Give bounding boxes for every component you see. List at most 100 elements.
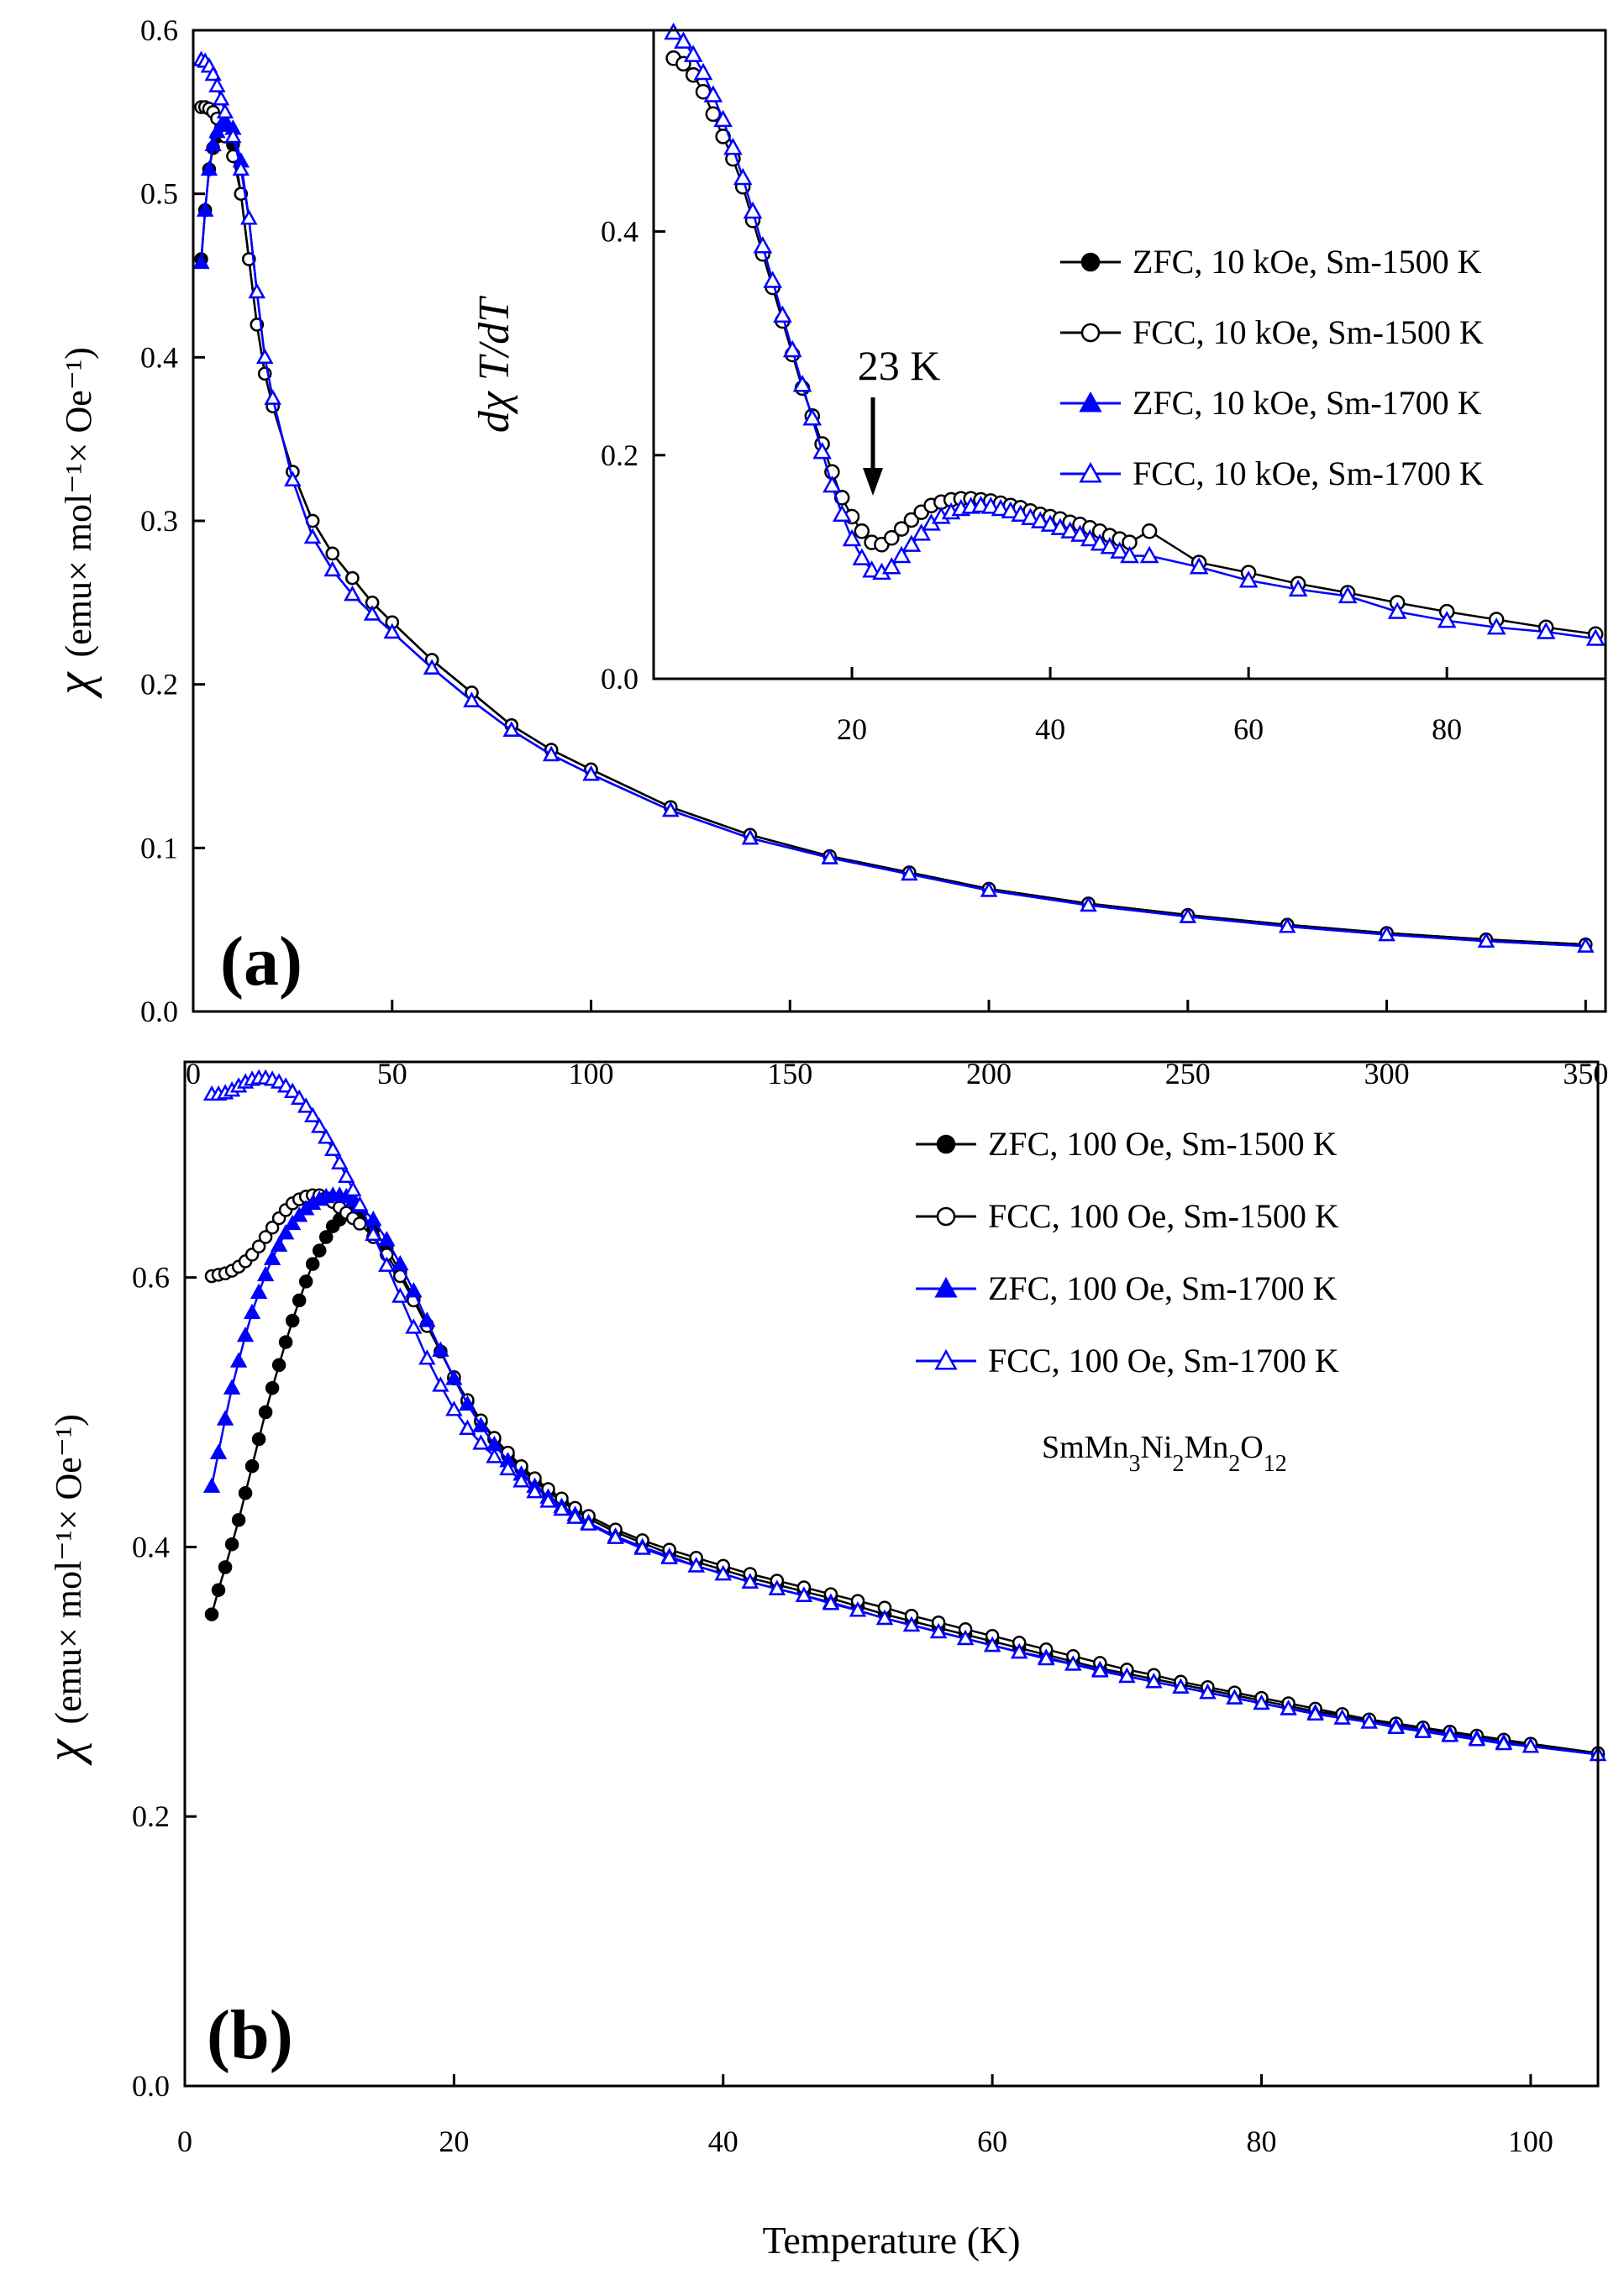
y-tick-label: 0.3 <box>140 504 178 538</box>
data-point <box>224 1537 239 1552</box>
data-point <box>223 1379 241 1395</box>
data-point <box>204 65 222 81</box>
data-point <box>305 1257 320 1271</box>
data-point <box>512 1472 530 1488</box>
data-point <box>773 305 792 323</box>
y-tick-label: 0.5 <box>140 177 178 211</box>
data-point <box>1021 507 1040 525</box>
data-point <box>884 530 900 546</box>
data-point <box>1091 1662 1109 1678</box>
data-point <box>763 271 782 288</box>
panel-b: 0 20 40 60 80 100 0.00.20.40.6 (b) ZFC, 100 O… <box>36 1060 1607 2262</box>
x-tick-label: 0 <box>177 2125 192 2158</box>
data-point <box>842 528 862 547</box>
formula-subscript: 2 <box>1228 1451 1240 1477</box>
legend-item: ZFC, 10 kOe, Sm-1500 K <box>1060 243 1482 281</box>
data-point <box>1338 586 1358 604</box>
data-point <box>284 470 302 487</box>
series-1 <box>204 1188 1606 1761</box>
data-point <box>1414 1722 1432 1738</box>
panel-a-series <box>192 50 1595 953</box>
data-point <box>741 829 759 845</box>
data-point <box>1253 1694 1270 1710</box>
legend-item: ZFC, 10 kOe, Sm-1700 K <box>1060 384 1482 422</box>
legend-label: ZFC, 10 kOe, Sm-1700 K <box>1133 384 1482 422</box>
y-tick-label: 0.4 <box>601 215 639 249</box>
data-point <box>392 1254 409 1271</box>
data-point <box>378 1231 396 1247</box>
legend-label: ZFC, 100 Oe, Sm-1700 K <box>988 1269 1338 1307</box>
data-point <box>423 659 441 675</box>
data-point <box>445 1369 463 1385</box>
data-point <box>344 585 361 602</box>
panel-a-x-axis: 0 50 100 150 200 250 300 350 <box>186 1000 1608 1090</box>
data-point <box>714 1564 732 1581</box>
data-point <box>251 1432 266 1447</box>
data-point <box>351 1195 369 1211</box>
data-point <box>1577 937 1595 953</box>
data-point <box>240 209 258 225</box>
panel-b-x-axis: 0 20 40 60 80 100 <box>177 2074 1553 2158</box>
data-point <box>1387 1718 1405 1735</box>
legend-label: FCC, 10 kOe, Sm-1700 K <box>1133 454 1484 492</box>
data-point <box>862 560 881 578</box>
y-tick-label: 0.2 <box>140 668 178 701</box>
y-tick-label: 0.0 <box>140 995 178 1028</box>
data-point <box>197 201 214 217</box>
data-point <box>1189 557 1209 575</box>
legend-item: FCC, 100 Oe, Sm-1500 K <box>916 1197 1339 1235</box>
data-point <box>265 1221 280 1235</box>
data-point <box>1238 570 1259 588</box>
chi-symbol: χ <box>36 1738 92 1766</box>
data-point <box>782 339 802 358</box>
inset-background <box>654 30 1606 679</box>
data-point <box>283 1214 302 1231</box>
data-point <box>204 1607 219 1621</box>
data-point <box>1079 461 1102 483</box>
data-point <box>1060 521 1080 539</box>
data-point <box>1070 524 1090 542</box>
y-tick-label: 0.4 <box>132 1530 170 1563</box>
data-point <box>251 1239 266 1253</box>
y-axis-units: (emu× mol⁻¹× Oe⁻¹) <box>48 1414 89 1724</box>
y-tick-label: 0.6 <box>132 1261 170 1295</box>
data-point <box>580 1515 597 1531</box>
data-point <box>1141 523 1158 539</box>
data-point <box>248 282 265 299</box>
data-point <box>378 1256 396 1272</box>
data-point <box>753 236 773 254</box>
data-point <box>1179 907 1196 923</box>
data-point <box>902 1616 921 1632</box>
data-point <box>283 1082 302 1098</box>
x-tick-label: 20 <box>439 2125 469 2158</box>
data-point <box>893 521 910 537</box>
data-point <box>1468 1731 1486 1747</box>
data-point <box>693 62 713 81</box>
data-point <box>276 1077 295 1093</box>
data-point <box>539 1492 557 1508</box>
data-point <box>383 623 401 639</box>
data-point <box>365 1225 382 1241</box>
data-point <box>1226 1689 1243 1705</box>
data-point <box>242 252 256 266</box>
data-point <box>903 512 920 528</box>
data-point <box>1486 617 1506 635</box>
y-tick-label: 0.0 <box>601 662 639 696</box>
data-point <box>660 1548 678 1564</box>
formula-text: O <box>1240 1430 1263 1465</box>
data-point <box>733 167 753 186</box>
inset-annotation-arrow <box>863 397 883 496</box>
data-point <box>936 1134 956 1154</box>
x-tick-label: 60 <box>1233 712 1264 746</box>
data-point <box>1079 391 1102 412</box>
data-point <box>318 1128 335 1144</box>
data-point <box>991 498 1011 517</box>
data-point <box>823 475 842 493</box>
inset-y-axis: 0.0 0.2 0.4 <box>601 215 665 696</box>
data-point <box>202 1477 221 1493</box>
data-point <box>1585 628 1606 646</box>
data-point <box>405 1282 423 1298</box>
data-point <box>852 548 872 565</box>
panel-b-label: (b) <box>207 1996 293 2074</box>
